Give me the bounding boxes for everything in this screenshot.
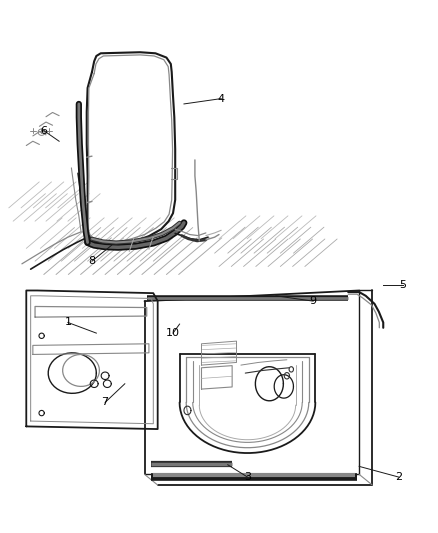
Text: 5: 5 (399, 280, 406, 290)
Text: 3: 3 (244, 472, 251, 482)
Text: 9: 9 (310, 296, 317, 306)
Text: 1: 1 (64, 318, 71, 327)
Text: 7: 7 (102, 398, 109, 407)
Text: 10: 10 (166, 328, 180, 338)
Text: 4: 4 (218, 94, 225, 103)
Text: 2: 2 (395, 472, 402, 482)
Text: 8: 8 (88, 256, 95, 266)
Text: 6: 6 (40, 126, 47, 135)
